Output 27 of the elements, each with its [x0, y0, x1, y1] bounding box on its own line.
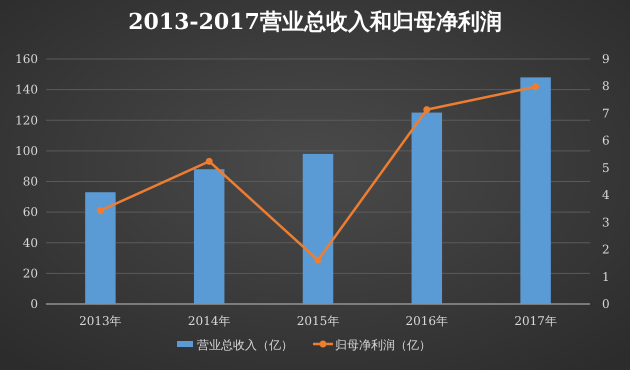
y2-tick-label: 9 — [602, 52, 610, 66]
y-tick-label: 140 — [15, 82, 38, 97]
y-tick-label: 0 — [30, 297, 38, 311]
x-tick-label: 2015年 — [296, 314, 340, 328]
x-tick-label: 2013年 — [79, 314, 122, 328]
x-tick-label: 2014年 — [188, 314, 230, 328]
y-tick-label: 160 — [15, 52, 38, 66]
y-tick-label: 100 — [15, 144, 38, 158]
y2-tick-label: 0 — [602, 297, 610, 311]
y-tick-label: 60 — [22, 205, 38, 220]
y-tick-label: 80 — [22, 174, 38, 188]
x-tick-label: 2016年 — [406, 314, 448, 328]
legend-label: 归母净利润（亿） — [335, 338, 431, 352]
y2-tick-label: 3 — [602, 215, 610, 230]
y2-tick-label: 7 — [602, 106, 610, 120]
y2-tick-label: 8 — [602, 79, 610, 94]
legend-label: 营业总收入（亿） — [197, 338, 293, 352]
y2-tick-label: 5 — [602, 160, 610, 175]
y-tick-label: 120 — [15, 113, 38, 128]
y-tick-label: 40 — [22, 236, 38, 250]
chart-title: 2013-2017营业总收入和归母净利润 — [128, 9, 502, 35]
y2-tick-label: 1 — [602, 270, 610, 284]
y2-tick-label: 6 — [602, 134, 610, 148]
y2-tick-label: 2 — [602, 242, 610, 257]
x-tick-label: 2017年 — [514, 314, 557, 328]
y-tick-label: 20 — [22, 266, 38, 280]
y2-tick-label: 4 — [602, 188, 610, 202]
